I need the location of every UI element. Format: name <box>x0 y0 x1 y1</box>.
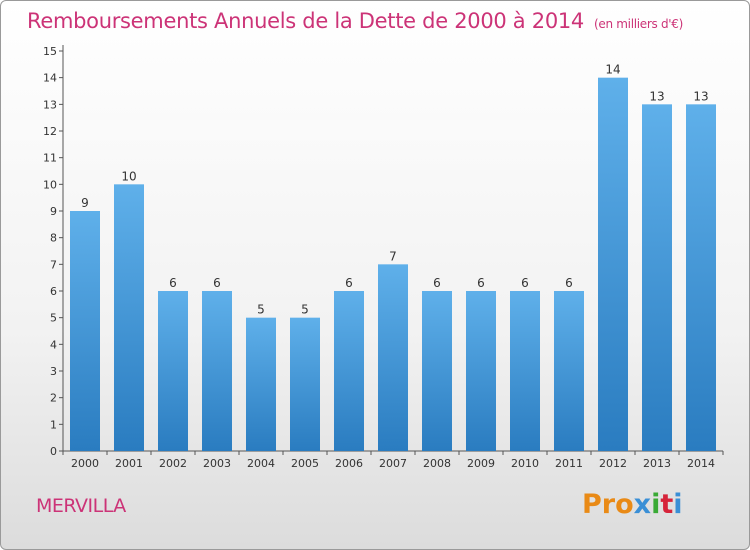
data-label: 14 <box>605 63 620 77</box>
x-tick-label: 2012 <box>599 457 627 470</box>
x-tick-label: 2007 <box>379 457 407 470</box>
data-label: 6 <box>213 276 221 290</box>
y-tick-label: 5 <box>50 312 57 325</box>
bar-2012 <box>598 77 628 452</box>
y-tick-label: 4 <box>50 338 57 351</box>
bar-2009 <box>466 291 496 451</box>
x-tick-label: 2010 <box>511 457 539 470</box>
bar-2010 <box>510 291 540 451</box>
y-tick-label: 13 <box>43 98 57 111</box>
y-tick-label: 8 <box>50 232 57 245</box>
proxiti-logo[interactable]: Proxiti <box>582 489 683 520</box>
logo-part-4: t <box>660 489 674 520</box>
y-tick-label: 9 <box>50 205 57 218</box>
y-tick-label: 0 <box>50 445 57 458</box>
data-label: 13 <box>693 89 708 103</box>
data-label: 6 <box>433 276 441 290</box>
data-label: 10 <box>121 169 136 183</box>
x-tick-label: 2014 <box>687 457 715 470</box>
data-label: 13 <box>649 89 664 103</box>
data-label: 5 <box>257 303 265 317</box>
data-label: 6 <box>169 276 177 290</box>
bar-2011 <box>554 291 584 451</box>
x-tick-label: 2011 <box>555 457 583 470</box>
x-tick-label: 2002 <box>159 457 187 470</box>
data-label: 7 <box>389 249 397 263</box>
x-tick-label: 2001 <box>115 457 143 470</box>
logo-part-3: i <box>651 489 661 520</box>
bar-2013 <box>642 104 672 451</box>
x-tick-label: 2000 <box>71 457 99 470</box>
chart-title-text: Remboursements Annuels de la Dette de 20… <box>27 9 584 33</box>
bar-2005 <box>290 317 320 451</box>
x-tick-label: 2003 <box>203 457 231 470</box>
bar-2002 <box>158 291 188 451</box>
x-tick-label: 2013 <box>643 457 671 470</box>
y-tick-label: 2 <box>50 392 57 405</box>
bar-2003 <box>202 291 232 451</box>
y-tick-label: 10 <box>43 178 57 191</box>
x-tick-label: 2005 <box>291 457 319 470</box>
data-label: 6 <box>565 276 573 290</box>
data-label: 6 <box>477 276 485 290</box>
y-tick-label: 6 <box>50 285 57 298</box>
y-tick-label: 15 <box>43 45 57 58</box>
bar-2000 <box>70 211 100 451</box>
y-tick-label: 11 <box>43 152 57 165</box>
logo-part-2: x <box>633 489 652 520</box>
x-tick-label: 2009 <box>467 457 495 470</box>
y-tick-label: 14 <box>43 72 57 85</box>
y-tick-label: 7 <box>50 258 57 271</box>
logo-part-5: i <box>673 489 683 520</box>
data-label: 6 <box>521 276 529 290</box>
bars <box>70 77 716 452</box>
y-tick-label: 1 <box>50 418 57 431</box>
bar-2008 <box>422 291 452 451</box>
x-tick-label: 2006 <box>335 457 363 470</box>
chart-title: Remboursements Annuels de la Dette de 20… <box>27 9 683 33</box>
data-label: 9 <box>81 196 89 210</box>
bar-2006 <box>334 291 364 451</box>
commune-name: MERVILLA <box>36 495 126 517</box>
bar-2004 <box>246 317 276 451</box>
chart-subtitle: (en milliers d'€) <box>594 17 684 31</box>
x-tick-label: 2004 <box>247 457 275 470</box>
bar-2001 <box>114 184 144 452</box>
bar-2007 <box>378 264 408 451</box>
y-tick-label: 12 <box>43 125 57 138</box>
x-tick-label: 2008 <box>423 457 451 470</box>
bar-2014 <box>686 104 716 451</box>
data-label: 6 <box>345 276 353 290</box>
data-labels: 9 10 6 6 5 5 6 7 6 6 6 6 14 13 13 <box>81 63 708 317</box>
logo-part-1: Pro <box>582 489 634 520</box>
y-tick-label: 3 <box>50 365 57 378</box>
data-label: 5 <box>301 303 309 317</box>
